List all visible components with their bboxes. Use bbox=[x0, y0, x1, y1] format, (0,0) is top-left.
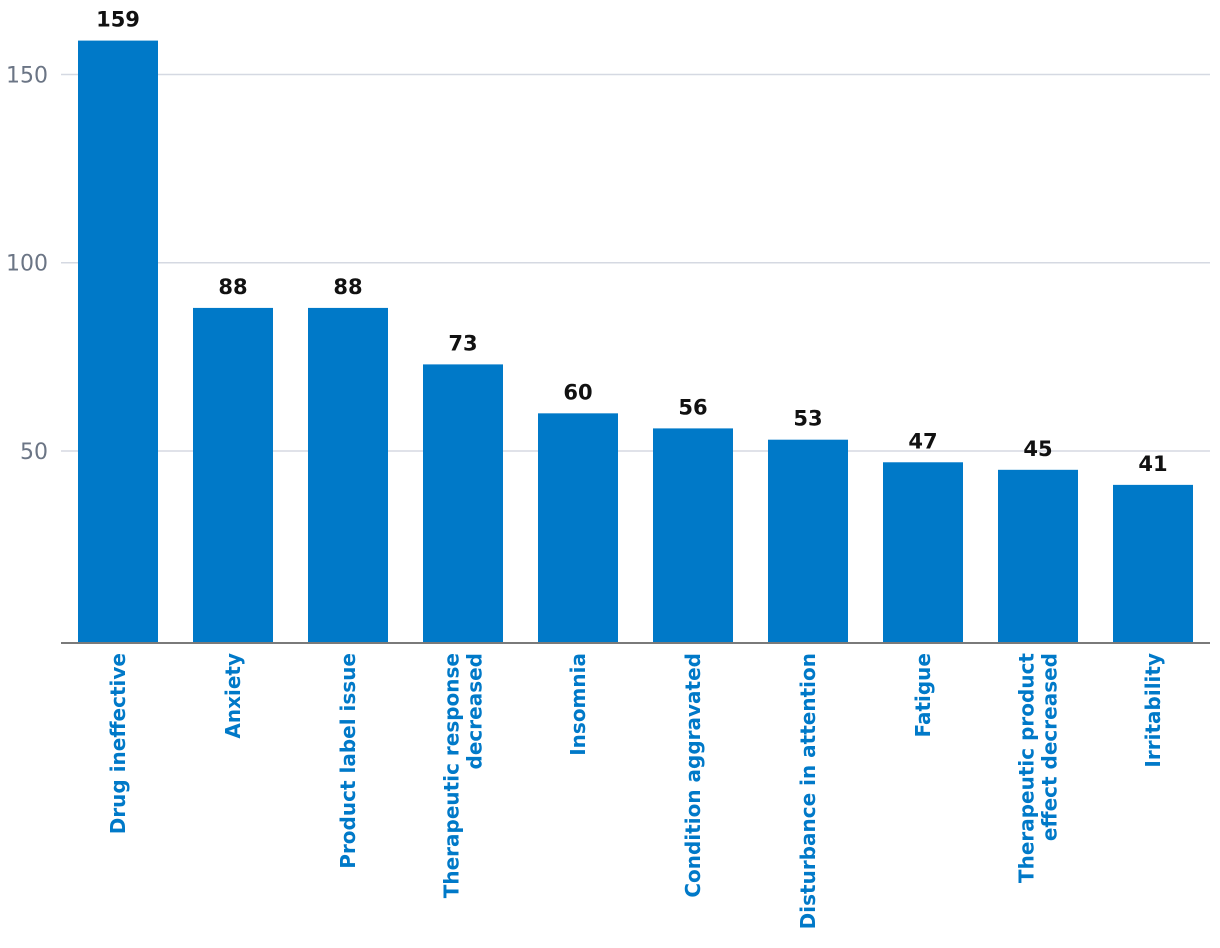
value-label-3: 88 bbox=[333, 275, 362, 299]
bar-layer bbox=[78, 40, 1193, 644]
category-label-line: Product label issue bbox=[336, 653, 360, 869]
category-label-line: Therapeutic response bbox=[440, 653, 464, 898]
y-tick-label-50: 50 bbox=[20, 440, 48, 465]
category-label-8: Fatigue bbox=[911, 653, 935, 738]
bar-3 bbox=[308, 307, 388, 643]
bar-10 bbox=[1113, 484, 1193, 643]
category-label-line: Disturbance in attention bbox=[796, 653, 820, 929]
category-label-line: Condition aggravated bbox=[681, 653, 705, 898]
bar-6 bbox=[653, 428, 733, 643]
category-label-line: Fatigue bbox=[911, 653, 935, 738]
value-label-4: 73 bbox=[448, 331, 477, 355]
bar-5 bbox=[538, 413, 618, 643]
value-label-layer: 159 88 88 73 60 56 53 47 45 41 bbox=[96, 8, 1168, 476]
category-label-line: Irritability bbox=[1141, 653, 1165, 768]
bar-1 bbox=[78, 40, 158, 644]
bar-4 bbox=[423, 364, 503, 643]
category-label-6: Condition aggravated bbox=[681, 653, 705, 898]
value-label-1: 159 bbox=[96, 8, 140, 32]
category-label-4: Therapeutic response decreased bbox=[440, 653, 487, 898]
category-label-7: Disturbance in attention bbox=[796, 653, 820, 929]
category-label-10: Irritability bbox=[1141, 653, 1165, 768]
bar-7 bbox=[768, 439, 848, 643]
bar-8 bbox=[883, 462, 963, 643]
category-label-line: Therapeutic product bbox=[1015, 653, 1039, 883]
category-label-line: Anxiety bbox=[221, 653, 245, 739]
category-label-layer: Drug ineffective Anxiety Product label iss… bbox=[106, 653, 1165, 930]
value-label-9: 45 bbox=[1023, 437, 1052, 461]
category-label-line: Insomnia bbox=[566, 653, 590, 756]
category-label-line: Drug ineffective bbox=[106, 653, 130, 834]
axis-layer: 50 100 150 bbox=[6, 63, 1210, 644]
y-tick-label-150: 150 bbox=[6, 63, 48, 88]
category-label-3: Product label issue bbox=[336, 653, 360, 869]
value-label-10: 41 bbox=[1138, 452, 1167, 476]
value-label-6: 56 bbox=[678, 395, 707, 419]
y-tick-label-100: 100 bbox=[6, 252, 48, 277]
value-label-5: 60 bbox=[563, 380, 592, 404]
category-label-line: decreased bbox=[463, 653, 487, 769]
bar-9 bbox=[998, 469, 1078, 643]
value-label-8: 47 bbox=[908, 429, 937, 453]
category-label-2: Anxiety bbox=[221, 653, 245, 739]
bar-2 bbox=[193, 307, 273, 643]
category-label-line: effect decreased bbox=[1038, 653, 1062, 841]
category-label-1: Drug ineffective bbox=[106, 653, 130, 834]
category-label-9: Therapeutic product effect decreased bbox=[1015, 653, 1062, 883]
category-label-5: Insomnia bbox=[566, 653, 590, 756]
value-label-7: 53 bbox=[793, 407, 822, 431]
value-label-2: 88 bbox=[218, 275, 247, 299]
